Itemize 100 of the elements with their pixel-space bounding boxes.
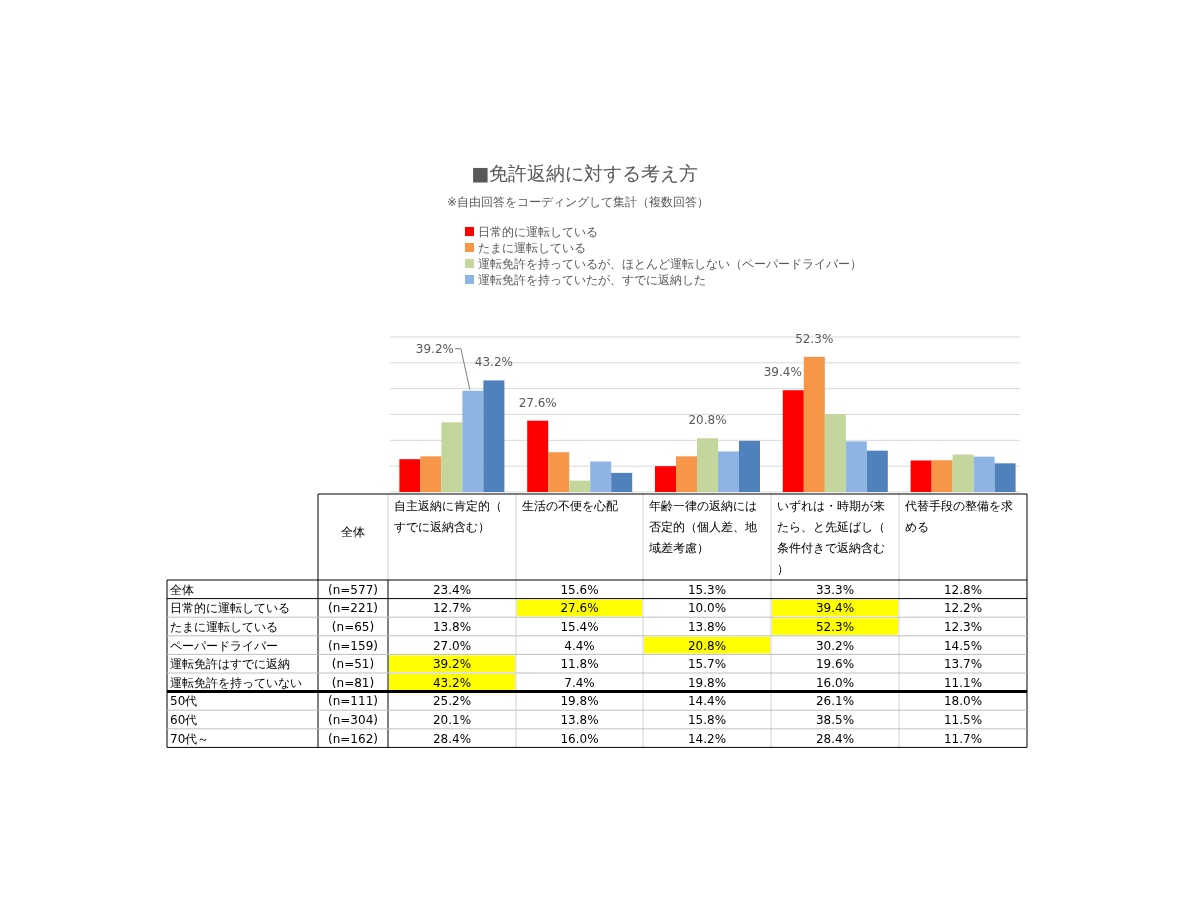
text: 15.3% <box>687 582 727 597</box>
text: (n=51) <box>331 657 375 672</box>
text: 14.4% <box>687 694 727 709</box>
bar <box>994 463 1016 492</box>
text: (n=162) <box>328 731 378 746</box>
bar <box>973 456 995 492</box>
annotation: 39.4% <box>763 365 802 380</box>
legend-label: 日常的に運転している <box>478 225 598 239</box>
chart-title: ■免許返納に対する考え方 <box>471 162 699 184</box>
bar <box>782 390 804 492</box>
bar <box>569 480 591 492</box>
text: (n=65) <box>331 620 375 634</box>
text: 28.4% <box>432 731 472 746</box>
text: (n=304) <box>328 713 378 727</box>
data-label: 27.6% <box>560 601 599 616</box>
text: たまに運転している <box>170 620 278 634</box>
bar <box>590 461 612 492</box>
text: 15.8% <box>687 713 727 727</box>
text: 19.8% <box>687 675 727 690</box>
text: 10.0% <box>687 601 727 616</box>
bar <box>739 440 760 492</box>
text: 7.4% <box>564 675 595 690</box>
bar <box>483 380 505 492</box>
text: 運転免許を持っていない <box>170 675 302 690</box>
text: 15.4% <box>560 620 599 634</box>
bar <box>952 454 974 492</box>
text: 50代 <box>170 694 198 709</box>
text: 33.3% <box>815 582 855 597</box>
bar <box>462 390 484 492</box>
bar <box>548 452 570 492</box>
bar <box>910 460 932 492</box>
text: 28.4% <box>815 731 855 746</box>
text: 70代～ <box>170 731 210 746</box>
text: 19.8% <box>560 694 599 709</box>
text: 60代 <box>170 713 198 727</box>
text: 13.8% <box>687 620 727 634</box>
bar <box>718 451 739 492</box>
text: 12.8% <box>943 582 983 597</box>
data-label: 39.4% <box>815 601 855 616</box>
bar <box>803 356 825 492</box>
text: 15.7% <box>687 657 727 672</box>
bar <box>420 456 442 492</box>
x-tick-label: 年齢一律の返納には否定的（個人差、地域差考慮） <box>648 499 757 555</box>
legend-label: 運転免許を持っていたが、すでに返納した <box>478 273 706 287</box>
text: 11.1% <box>943 675 983 690</box>
text: (n=159) <box>328 638 378 653</box>
text: 日常的に運転している <box>170 601 290 616</box>
text: 16.0% <box>560 731 599 746</box>
text: 30.2% <box>815 638 855 653</box>
text: 全体 <box>170 582 194 597</box>
text: 11.5% <box>943 713 983 727</box>
text: 12.2% <box>943 601 983 616</box>
text: 20.1% <box>432 713 472 727</box>
bar <box>866 450 888 492</box>
x-tick-label: 自主返納に肯定的（すでに返納含む） <box>394 499 502 534</box>
text: 運転免許はすでに返納 <box>170 657 290 672</box>
text: 11.8% <box>560 657 599 672</box>
text: 11.7% <box>943 731 983 746</box>
annotation: 27.6% <box>518 395 557 410</box>
text: 13.7% <box>943 657 983 672</box>
bar <box>676 456 697 492</box>
text: 14.2% <box>687 731 727 746</box>
bar <box>824 413 846 492</box>
bar <box>399 459 421 492</box>
bar <box>655 466 676 492</box>
text: (n=221) <box>328 601 378 616</box>
data-label: 52.3% <box>795 331 834 346</box>
bar <box>441 422 463 492</box>
data-label: 39.2% <box>415 341 454 356</box>
legend-label: たまに運転している <box>478 241 586 255</box>
text: 27.0% <box>432 638 472 653</box>
text: 13.8% <box>560 713 599 727</box>
text: 38.5% <box>815 713 855 727</box>
bar <box>697 438 718 492</box>
text: 39.2% <box>432 657 472 672</box>
text: 14.5% <box>943 638 983 653</box>
text: 19.6% <box>815 657 855 672</box>
data-label: 20.8% <box>688 413 727 428</box>
text: (n=577) <box>328 582 378 597</box>
text: 18.0% <box>943 694 983 709</box>
x-tick-label: いずれは・時期が来たら、と先延ばし（条件付きで返納含む） <box>777 499 885 576</box>
x-tick-label: 代替手段の整備を求める <box>904 499 1013 534</box>
text: 20.8% <box>687 638 727 653</box>
text: 4.4% <box>564 638 595 653</box>
bar <box>611 472 633 492</box>
chart-subtitle: ※自由回答をコーディングして集計（複数回答） <box>446 195 710 209</box>
text: (n=111) <box>328 694 378 709</box>
text: ペーパードライバー <box>170 638 278 653</box>
text: 15.6% <box>560 582 599 597</box>
data-label: 43.2% <box>474 355 513 370</box>
text: 12.3% <box>943 620 983 634</box>
text: 12.7% <box>432 601 472 616</box>
text: 16.0% <box>815 675 855 690</box>
text: 25.2% <box>432 694 472 709</box>
text: (n=81) <box>331 675 375 690</box>
text: 全体 <box>341 525 365 539</box>
text: 23.4% <box>432 582 472 597</box>
text: 43.2% <box>432 675 472 690</box>
bar <box>527 420 549 492</box>
x-tick-label: 生活の不便を心配 <box>522 499 618 513</box>
